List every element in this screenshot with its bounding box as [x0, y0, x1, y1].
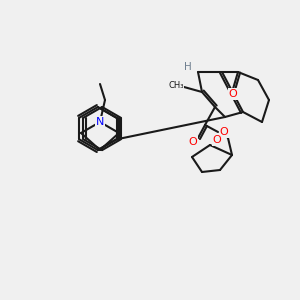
- Text: O: O: [220, 127, 228, 137]
- Text: N: N: [96, 117, 104, 127]
- Text: O: O: [213, 135, 221, 145]
- Text: O: O: [229, 89, 237, 99]
- Text: O: O: [189, 137, 197, 147]
- Text: H: H: [184, 62, 192, 72]
- Text: CH₃: CH₃: [168, 80, 184, 89]
